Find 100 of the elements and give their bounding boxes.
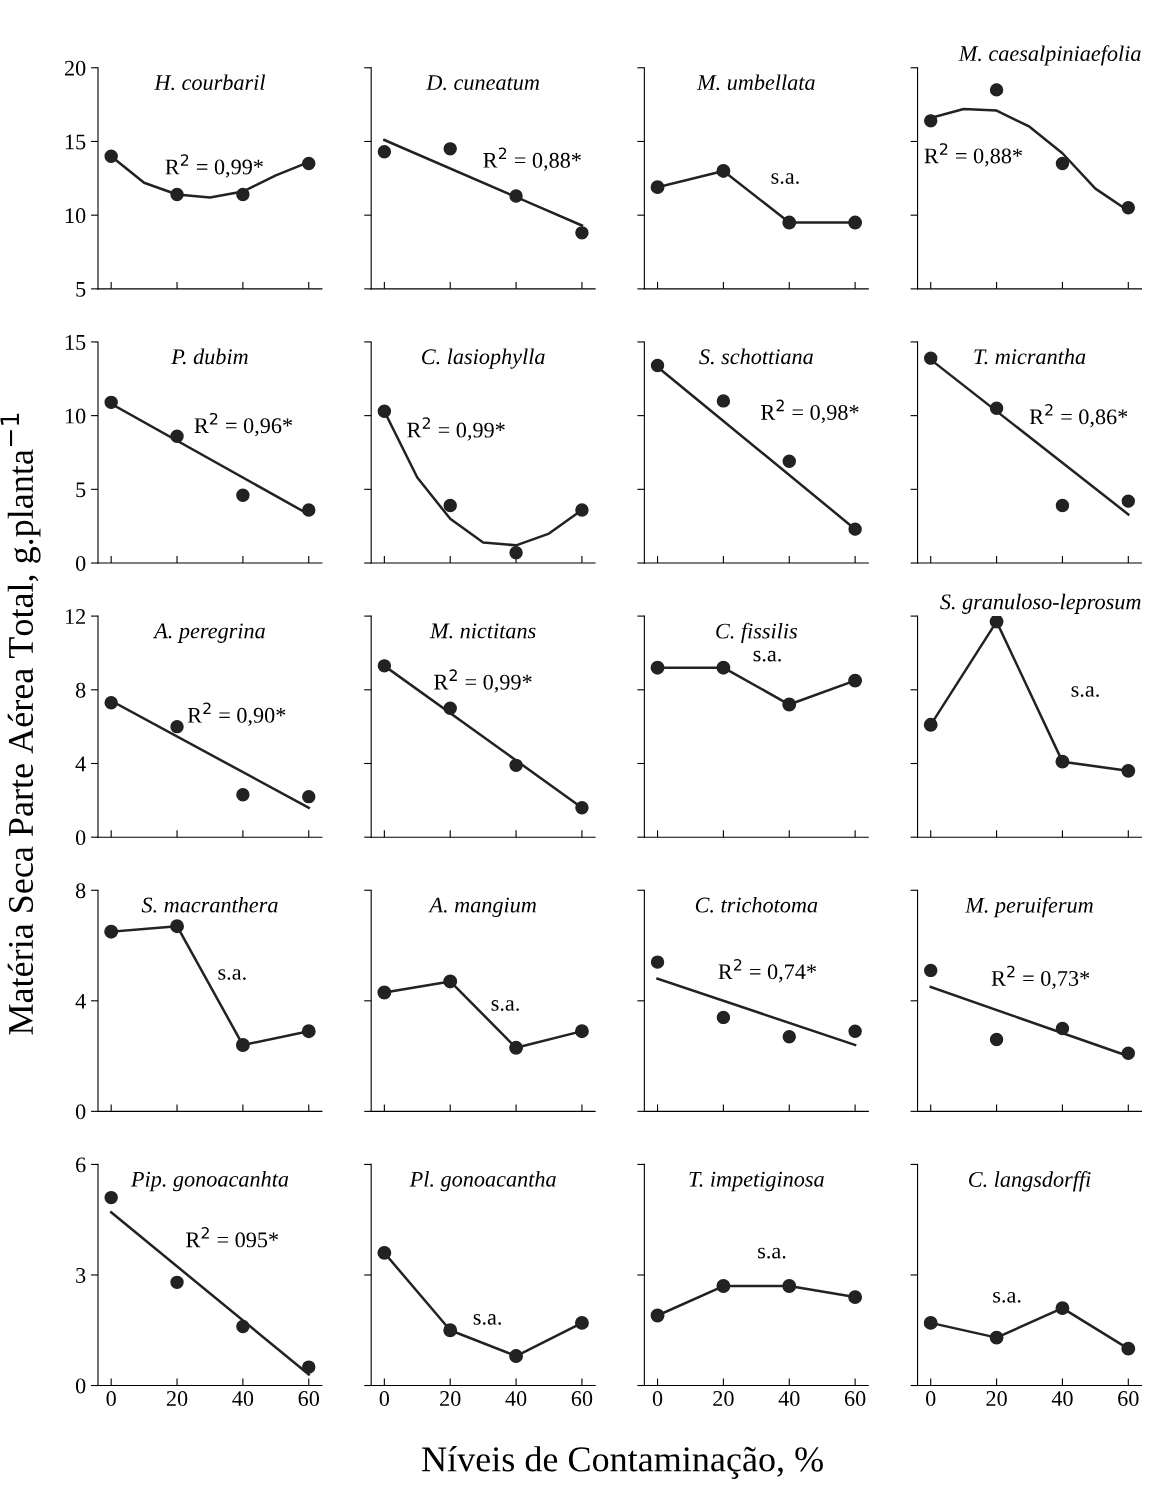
x-tick-label: 60 <box>1118 1391 1139 1407</box>
point <box>104 1190 118 1205</box>
point <box>923 1315 938 1330</box>
point <box>104 924 119 939</box>
chart-title: P. dubim <box>171 348 248 365</box>
annotation: s.a. <box>1071 686 1099 697</box>
annotation: R$^{2}$ = 0,99* <box>407 417 505 441</box>
chart-title: C. langsdorffi <box>969 1171 1091 1192</box>
x-tick-label: 60 <box>298 1391 320 1407</box>
point <box>1121 763 1136 778</box>
point <box>848 522 862 536</box>
point <box>301 1024 316 1039</box>
point <box>170 719 184 734</box>
point <box>170 429 184 443</box>
x-tick-label: 40 <box>1051 1391 1073 1407</box>
point <box>236 1319 250 1334</box>
point <box>782 1030 796 1044</box>
annotation: R$^{2}$ = 0,96* <box>194 412 293 437</box>
point <box>1121 201 1136 215</box>
y-tick-label: 15 <box>65 134 86 150</box>
point <box>443 1323 458 1338</box>
point <box>924 351 938 365</box>
point <box>302 789 316 804</box>
point <box>650 358 665 373</box>
point <box>377 985 392 1000</box>
x-tick-label: 0 <box>379 1391 390 1407</box>
point <box>989 1330 1004 1345</box>
point <box>575 801 589 815</box>
point <box>923 717 938 732</box>
chart-title: M. nictitans <box>429 623 536 639</box>
chart-title: A. mangium <box>428 897 536 918</box>
point <box>377 659 392 673</box>
y-tick-label: 5 <box>76 282 86 297</box>
point <box>104 149 118 163</box>
chart-title: T. impetiginosa <box>689 1171 824 1192</box>
y-tick-label: 10 <box>65 408 86 424</box>
annotation: R$^{2}$ = 0,98* <box>761 399 859 424</box>
point <box>1121 1341 1136 1356</box>
annotation: s.a. <box>491 1000 519 1011</box>
point <box>236 187 250 202</box>
point <box>377 145 392 159</box>
x-tick-label: 0 <box>926 1391 936 1407</box>
chart-title: Pl. gonoacantha <box>409 1171 556 1192</box>
y-tick-label: 3 <box>76 1267 86 1283</box>
point <box>302 156 316 171</box>
point <box>1121 1046 1136 1061</box>
point <box>443 142 457 156</box>
annotation: R$^{2}$ = 0,73* <box>991 965 1090 990</box>
point <box>1055 156 1070 171</box>
x-tick-label: 40 <box>232 1391 254 1407</box>
point <box>509 1040 524 1055</box>
annotation: R$^{2}$ = 0,99* <box>434 669 532 693</box>
chart-title: C. trichotoma <box>695 896 818 913</box>
point <box>443 974 458 989</box>
y-tick-label: 4 <box>75 993 86 1009</box>
y-tick-label: 0 <box>75 830 86 846</box>
point <box>377 404 392 418</box>
chart-title: M. peruiferum <box>965 896 1093 918</box>
point <box>650 955 665 969</box>
point <box>924 963 938 978</box>
chart-title: C. lasiophylla <box>422 348 545 369</box>
chart-title: H. courbaril <box>154 74 266 91</box>
point <box>574 1315 589 1330</box>
chart-title: A. peregrina <box>153 623 265 643</box>
point <box>443 498 457 513</box>
point <box>509 546 523 560</box>
x-tick-label: 40 <box>505 1391 527 1407</box>
point <box>989 401 1004 415</box>
point <box>104 395 118 410</box>
annotation: R$^{2}$ = 0,88* <box>924 143 1022 167</box>
chart-title: M. caesalpiniaefolia <box>958 45 1141 66</box>
x-tick-label: 20 <box>986 1391 1007 1407</box>
point <box>1055 1021 1070 1036</box>
y-tick-label: 0 <box>75 1378 86 1394</box>
point <box>716 1010 731 1025</box>
annotation: s.a. <box>993 1291 1021 1303</box>
chart-title: M. umbellata <box>696 74 815 91</box>
point <box>302 503 316 517</box>
annotation: R$^{2}$ = 0,90* <box>187 702 286 726</box>
y-axis-title: Matéria Seca Parte Aérea Total, g.planta$^{−1}$ <box>0 413 41 1035</box>
x-tick-label: 60 <box>571 1391 593 1407</box>
chart-title: S. schottiana <box>699 348 813 365</box>
x-tick-label: 40 <box>778 1391 800 1407</box>
point <box>104 695 118 710</box>
point <box>509 189 523 203</box>
annotation: s.a. <box>473 1314 501 1325</box>
point <box>989 1032 1004 1047</box>
point <box>575 503 589 517</box>
point <box>236 788 250 802</box>
x-tick-label: 20 <box>713 1391 734 1407</box>
chart-title: C. fissilis <box>716 622 798 644</box>
point <box>509 1349 524 1363</box>
x-tick-label: 60 <box>844 1391 866 1407</box>
y-tick-label: 8 <box>75 682 86 698</box>
annotation: R$^{2}$ = 0,86* <box>1029 404 1128 428</box>
point <box>575 226 589 240</box>
point <box>170 919 184 934</box>
point <box>170 187 184 202</box>
annotation: s.a. <box>753 650 781 662</box>
point <box>235 1038 250 1052</box>
